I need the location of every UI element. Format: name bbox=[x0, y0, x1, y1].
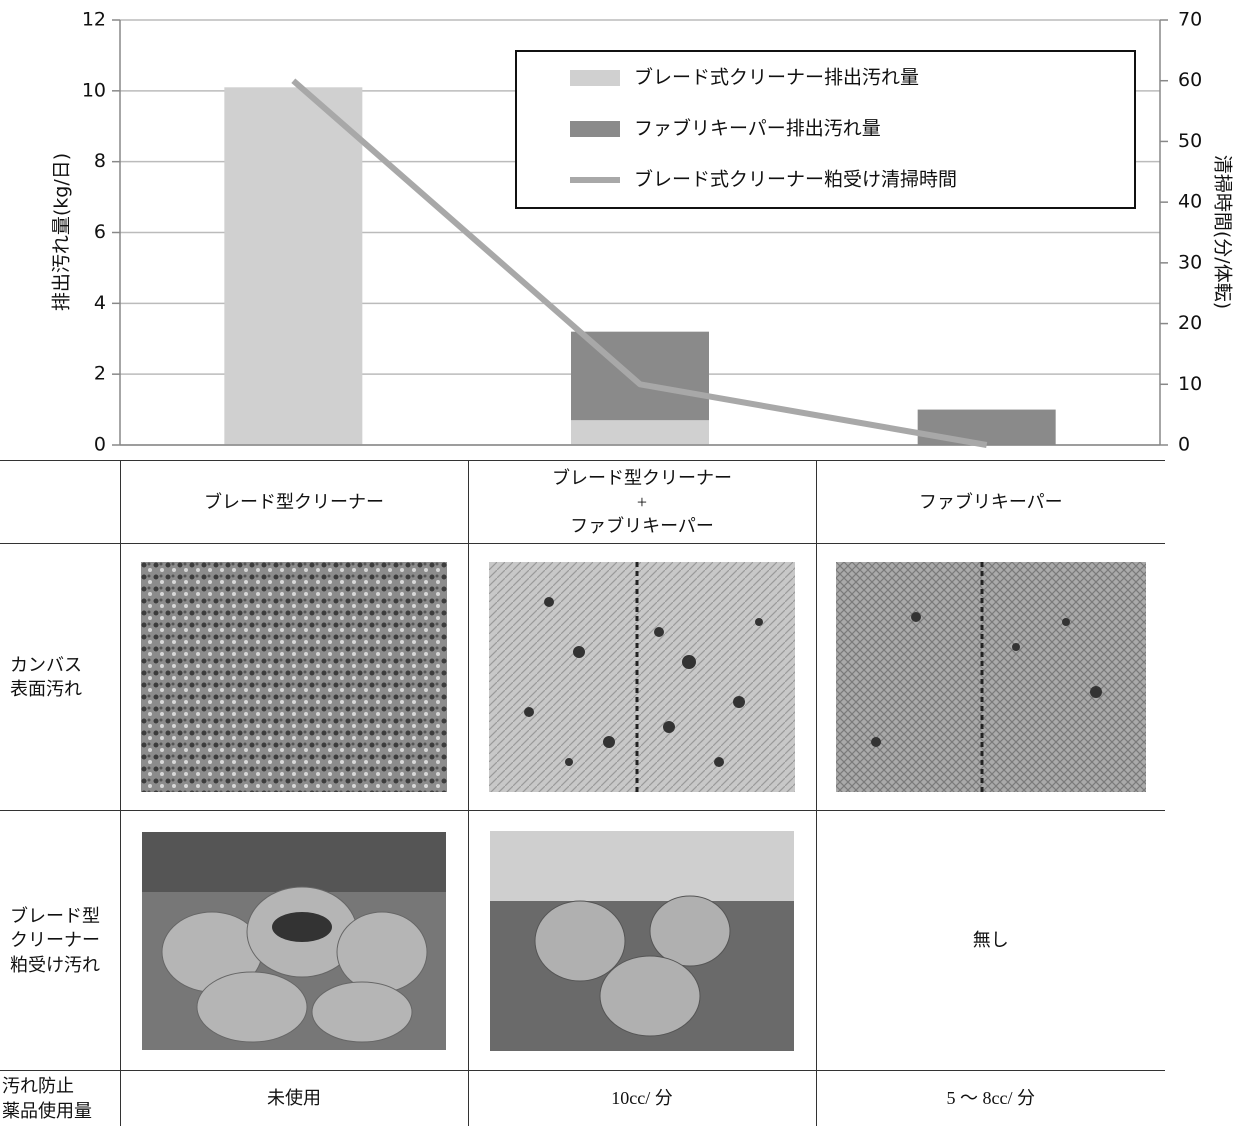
y-tick-label: 8 bbox=[94, 150, 106, 172]
text-cell: 10cc/ 分 bbox=[468, 1071, 816, 1126]
y2-tick-label: 30 bbox=[1178, 251, 1202, 273]
chemical-row: 汚れ防止 薬品使用量 未使用 10cc/ 分 5 ～ 8cc/ 分 bbox=[0, 1071, 1165, 1126]
legend-swatch bbox=[570, 70, 620, 86]
header-cell: ブレード型クリーナー bbox=[120, 461, 468, 544]
photo bbox=[836, 562, 1146, 792]
legend-label: ブレード式クリーナー粕受け清掃時間 bbox=[634, 168, 957, 191]
photo bbox=[141, 562, 447, 792]
photo-cell bbox=[468, 811, 816, 1071]
photo bbox=[142, 832, 446, 1050]
row-label: ブレード型 クリーナー 粕受け汚れ bbox=[0, 811, 120, 1071]
y2-tick-label: 70 bbox=[1178, 9, 1202, 31]
y-tick-label: 6 bbox=[94, 221, 106, 243]
header-cell: ブレード型クリーナー + ファブリキーパー bbox=[468, 461, 816, 544]
y2-tick-label: 10 bbox=[1178, 373, 1202, 395]
row-label: 汚れ防止 薬品使用量 bbox=[0, 1071, 120, 1126]
y2-tick-label: 60 bbox=[1178, 69, 1202, 91]
chart: 排出汚れ量(kg/日) 清掃時間(分/体転) 0 2 4 6 8 10 12 0 10 20 30 4… bbox=[0, 0, 1242, 458]
y-tick-label: 10 bbox=[82, 79, 106, 101]
photo-cell bbox=[816, 544, 1165, 811]
empty-cell bbox=[0, 461, 120, 544]
legend-label: ブレード式クリーナー排出汚れ量 bbox=[634, 66, 919, 89]
text-cell: 未使用 bbox=[120, 1071, 468, 1126]
page: 排出汚れ量(kg/日) 清掃時間(分/体転) 0 2 4 6 8 10 12 0 10 20 30 4… bbox=[0, 0, 1242, 1126]
y-tick-label: 2 bbox=[94, 363, 106, 385]
bar bbox=[224, 87, 362, 445]
bar bbox=[918, 410, 1056, 445]
y-axis-title: 排出汚れ量(kg/日) bbox=[51, 153, 73, 311]
photo-cell bbox=[468, 544, 816, 811]
text-cell: 無し bbox=[816, 811, 1165, 1071]
y-tick-label: 0 bbox=[94, 434, 106, 456]
y2-tick-label: 50 bbox=[1178, 130, 1202, 152]
photo bbox=[490, 831, 794, 1051]
residue-row: ブレード型 クリーナー 粕受け汚れ 無し bbox=[0, 811, 1165, 1071]
photo bbox=[489, 562, 795, 792]
y2-tick-label: 20 bbox=[1178, 312, 1202, 334]
header-cell: ファブリキーパー bbox=[816, 461, 1165, 544]
legend-label: ファブリキーパー排出汚れ量 bbox=[634, 117, 881, 140]
y-tick-label: 12 bbox=[82, 9, 106, 31]
canvas-row: カンバス 表面汚れ bbox=[0, 544, 1165, 811]
photo-cell bbox=[120, 811, 468, 1071]
y2-tick-label: 40 bbox=[1178, 191, 1202, 213]
y-tick-label: 4 bbox=[94, 292, 106, 314]
photo-cell bbox=[120, 544, 468, 811]
header-row: ブレード型クリーナー ブレード型クリーナー + ファブリキーパー ファブリキーパ… bbox=[0, 461, 1165, 544]
y2-axis-title: 清掃時間(分/体転) bbox=[1212, 155, 1234, 309]
legend-swatch bbox=[570, 121, 620, 137]
bar bbox=[571, 420, 709, 445]
row-label: カンバス 表面汚れ bbox=[0, 544, 120, 811]
y2-tick-label: 0 bbox=[1178, 434, 1190, 456]
text-cell: 5 ～ 8cc/ 分 bbox=[816, 1071, 1165, 1126]
comparison-table: ブレード型クリーナー ブレード型クリーナー + ファブリキーパー ファブリキーパ… bbox=[0, 460, 1165, 1126]
